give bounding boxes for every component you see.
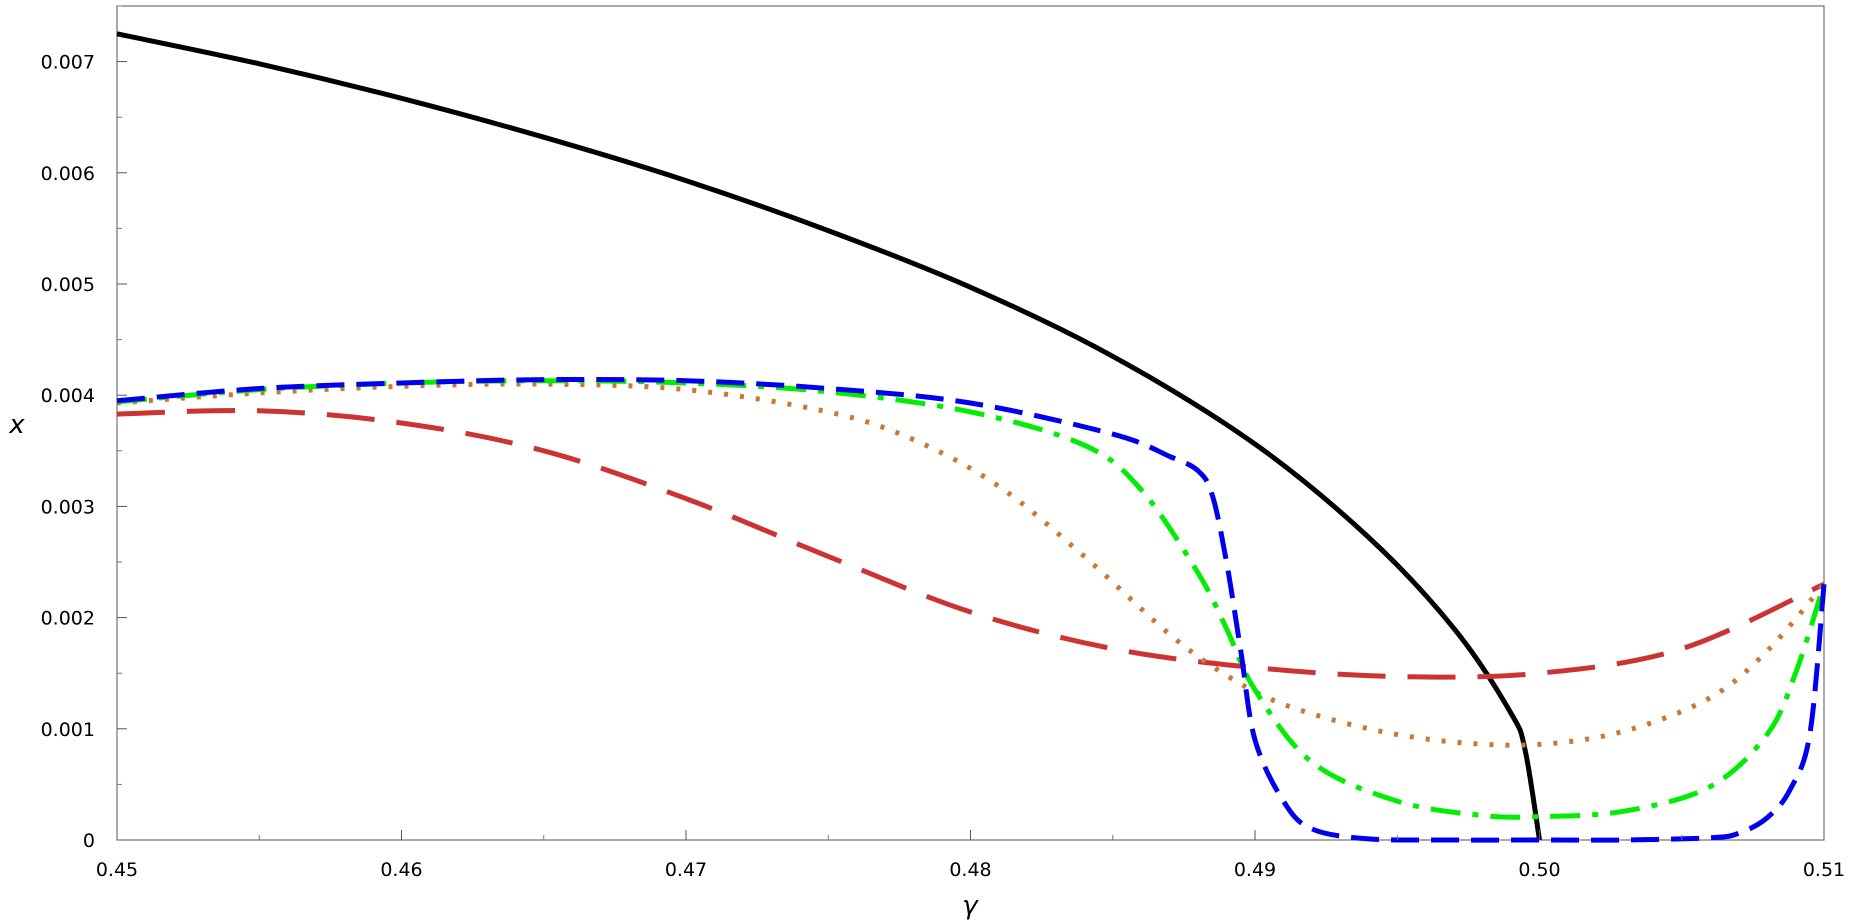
x-axis: 0.45 0.46 0.47 0.48 0.49 0.50 0.51: [96, 830, 1845, 881]
x-tick-label: 0.49: [1234, 859, 1276, 881]
y-tick-label: 0.006: [41, 163, 95, 185]
series-line-1: [116, 31, 1542, 841]
x-tick-label: 0.45: [96, 859, 138, 881]
y-tick-label: 0.001: [41, 719, 95, 741]
x-tick-label: 0.50: [1518, 859, 1560, 881]
y-tick-label: 0: [83, 830, 95, 852]
series-layer: [116, 31, 1827, 843]
y-tick-label: 0.003: [41, 496, 95, 518]
x-tick-label: 0.48: [949, 859, 991, 881]
series-line-2: [116, 407, 1826, 680]
y-tick-label: 0.007: [41, 52, 95, 74]
x-tick-label: 0.51: [1803, 859, 1845, 881]
series-line-4: [116, 378, 1827, 820]
y-axis-label: x: [8, 410, 25, 440]
y-tick-label: 0.004: [41, 385, 95, 407]
y-tick-label: 0.005: [41, 274, 95, 296]
series-line-5: [116, 376, 1827, 843]
plot-frame: [116, 5, 1825, 841]
series-line-3: [116, 381, 1826, 748]
x-tick-label: 0.46: [380, 859, 422, 881]
y-tick-label: 0.002: [41, 608, 95, 630]
x-tick-label: 0.47: [665, 859, 707, 881]
x-axis-label: γ: [962, 891, 979, 921]
y-axis: 0 0.001 0.002 0.003 0.004 0.005 0.006 0.007: [41, 5, 127, 852]
